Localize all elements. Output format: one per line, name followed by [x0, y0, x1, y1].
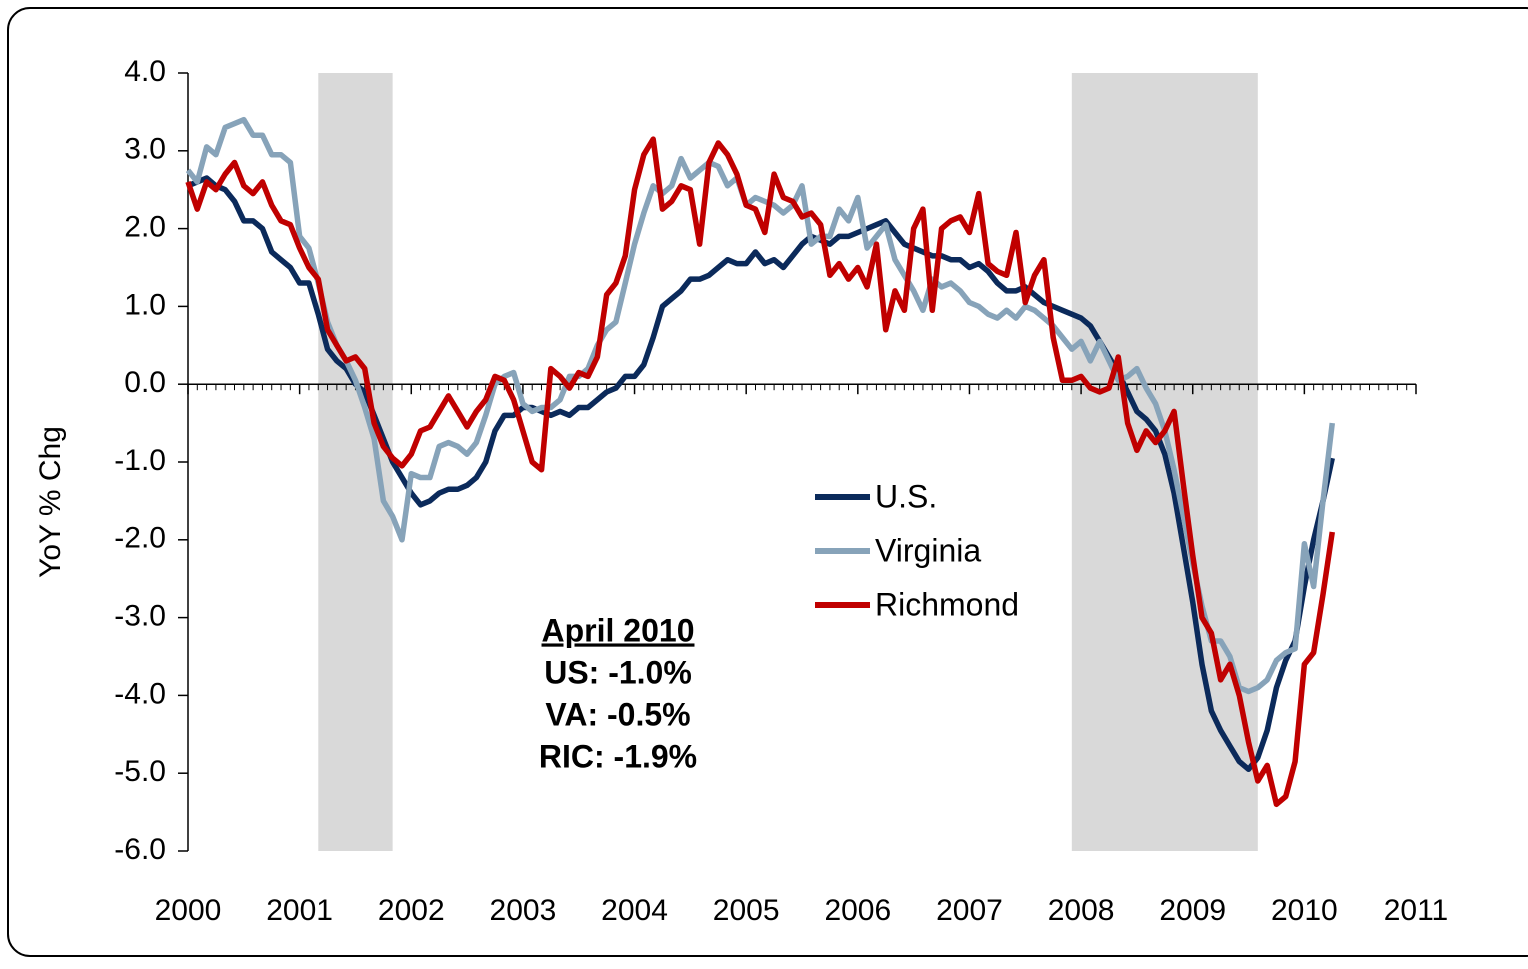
- annotation-line: RIC: -1.9%: [539, 738, 697, 774]
- x-tick-label: 2010: [1271, 894, 1338, 927]
- y-tick-label: -5.0: [114, 755, 166, 788]
- x-tick-label: 2008: [1048, 894, 1115, 927]
- y-tick-label: -6.0: [114, 833, 166, 866]
- series-line: [185, 136, 1335, 808]
- x-tick-label: 2001: [266, 894, 333, 927]
- annotation-line: US: -1.0%: [544, 654, 692, 690]
- series-line: [186, 175, 1335, 773]
- line-layer: [185, 116, 1336, 808]
- x-tick-label: 2005: [713, 894, 780, 927]
- shaded-region: [318, 73, 393, 851]
- annotation-line: VA: -0.5%: [545, 696, 690, 732]
- y-tick-label: 3.0: [124, 133, 166, 166]
- axis-layer: 4.0 3.0 2.0 1.0 0.0 -1.0 -2.0 -3.0 -4.0 -5.0 -6.0 2…: [114, 55, 1448, 927]
- y-tick-label: -4.0: [114, 677, 166, 710]
- y-tick-label: -3.0: [114, 600, 166, 633]
- x-tick-label: 2004: [601, 894, 668, 927]
- legend-label: U.S.: [875, 478, 937, 514]
- x-tick-label: 2003: [490, 894, 557, 927]
- x-tick-label: 2002: [378, 894, 445, 927]
- y-tick-label: 1.0: [124, 288, 166, 321]
- frame: [7, 7, 1528, 957]
- legend-label: Virginia: [875, 532, 981, 568]
- x-tick-label: 2006: [824, 894, 891, 927]
- series-line: [185, 116, 1336, 695]
- y-tick-label: -1.0: [114, 444, 166, 477]
- y-tick-label: -2.0: [114, 522, 166, 555]
- annotation: April 2010 US: -1.0% VA: -0.5% RIC: -1.9%: [539, 612, 697, 774]
- y-axis-label: YoY % Chg: [34, 426, 67, 578]
- legend-label: Richmond: [875, 586, 1019, 622]
- y-tick-label: 0.0: [124, 366, 166, 399]
- y-tick-label: 4.0: [124, 55, 166, 88]
- x-tick-label: 2009: [1159, 894, 1226, 927]
- y-tick-label: 2.0: [124, 211, 166, 244]
- x-tick-label: 2011: [1384, 894, 1449, 927]
- x-tick-label: 2007: [936, 894, 1003, 927]
- legend: U.S. Virginia Richmond: [815, 478, 1019, 622]
- annotation-line: April 2010: [542, 612, 695, 648]
- x-tick-label: 2000: [155, 894, 222, 927]
